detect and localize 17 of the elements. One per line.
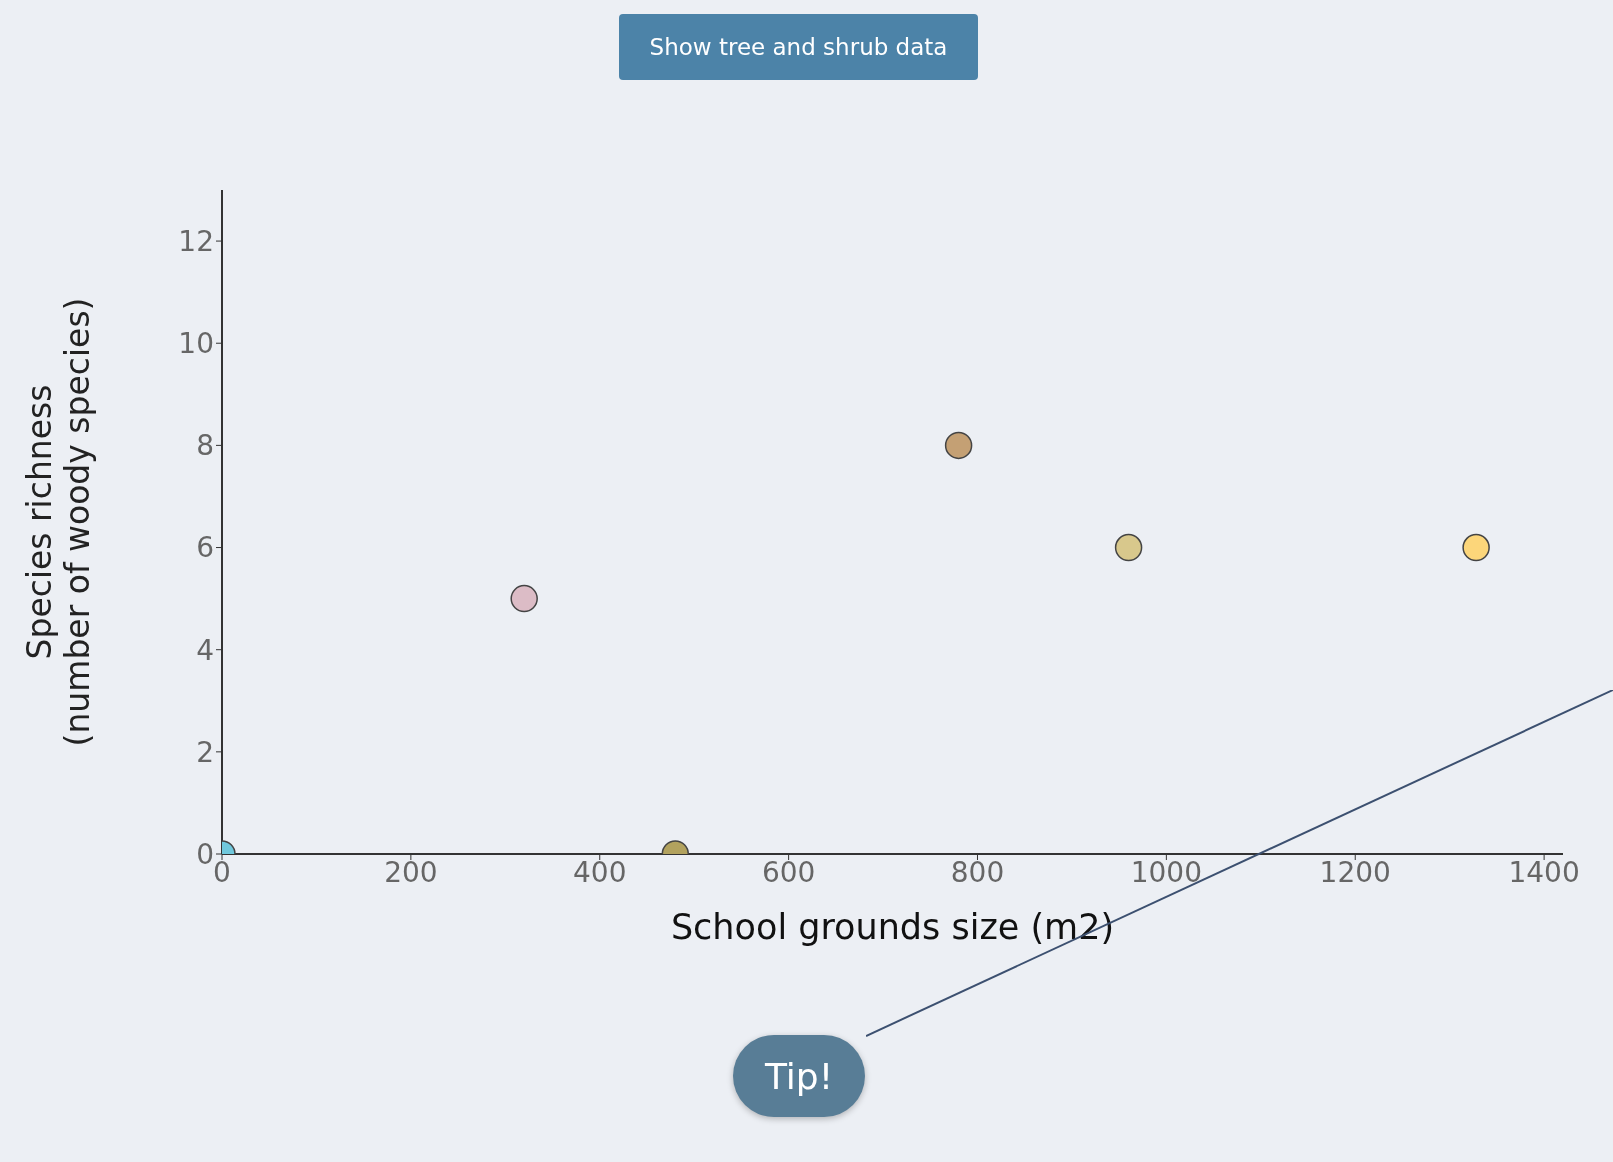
x-tick-label: 1000 xyxy=(1130,855,1202,889)
x-tick-label: 600 xyxy=(761,855,816,889)
x-tick-label: 800 xyxy=(950,855,1005,889)
text: Tip! xyxy=(733,1035,865,1117)
y-tick-label: 12 xyxy=(178,225,214,259)
y-axis-title: Species richness (number of woody species) xyxy=(20,297,97,747)
y-tick-label: 8 xyxy=(196,429,214,463)
x-tick-label: 200 xyxy=(384,855,438,889)
y-tick-label: 2 xyxy=(196,735,214,769)
text: Show tree and shrub data xyxy=(619,14,978,80)
x-tick-label: 1400 xyxy=(1508,855,1580,889)
x-tick-label: 1200 xyxy=(1319,855,1391,889)
x-axis-title: School grounds size (m2) xyxy=(670,907,1115,947)
y-tick-label: 6 xyxy=(196,531,214,565)
x-tick-label: 400 xyxy=(573,855,627,889)
y-tick-label: 10 xyxy=(178,327,214,361)
y-tick-label: 4 xyxy=(196,633,214,667)
